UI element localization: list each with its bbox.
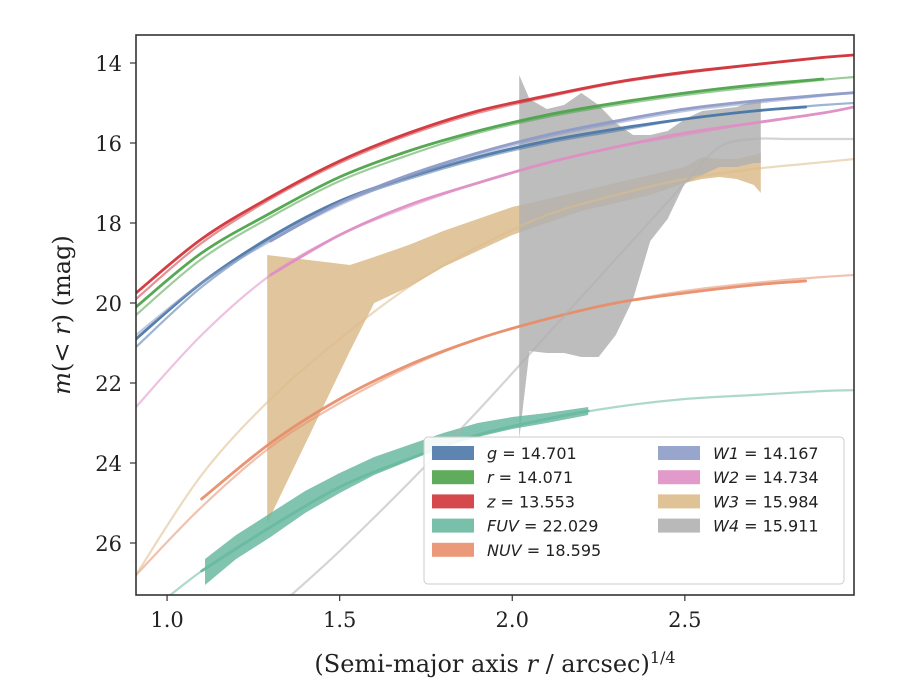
- data-line-fuv: [200, 409, 590, 573]
- y-axis-label: m(< r) (mag): [48, 235, 76, 395]
- legend-item-g: g = 14.701: [432, 444, 577, 463]
- legend-label: r = 14.071: [487, 468, 573, 487]
- model-line-r: [136, 75, 854, 317]
- data-line-w2: [269, 105, 854, 277]
- model-line-w1: [136, 91, 854, 337]
- x-tick-label: 1.0: [150, 608, 183, 632]
- x-tick-label: 2.5: [668, 608, 701, 632]
- legend-item-r: r = 14.071: [432, 468, 573, 487]
- legend-swatch: [432, 446, 474, 460]
- data-line-r: [136, 77, 825, 309]
- legend-label: W3 = 15.984: [713, 492, 819, 511]
- legend-item-fuv: FUV = 22.029: [432, 517, 598, 536]
- legend-swatch: [432, 494, 474, 509]
- y-tick-label: 24: [95, 452, 122, 476]
- legend-swatch: [658, 518, 700, 533]
- legend-item-w3: W3 = 15.984: [658, 492, 819, 511]
- y-tick-label: 14: [95, 52, 122, 76]
- x-tick-label: 2.0: [496, 608, 529, 632]
- legend-swatch: [658, 446, 700, 460]
- x-axis-title: (Semi-major axis r / arcsec)1/4: [314, 648, 675, 679]
- legend-swatch: [432, 542, 474, 557]
- axis-ticks: 1.0 1.5 2.0 2.5 14 16 18 20 22 24 26: [95, 52, 701, 632]
- legend-box: [423, 436, 845, 585]
- y-tick-label: 22: [95, 372, 122, 396]
- legend-label: W1 = 14.167: [713, 444, 819, 463]
- y-axis-title: m(< r) (mag): [48, 235, 76, 395]
- legend-swatch: [658, 470, 700, 485]
- model-line-w3: [136, 157, 854, 577]
- legend-label: FUV = 22.029: [487, 517, 598, 536]
- data-line-z: [136, 53, 854, 295]
- legend-label: g = 14.701: [487, 444, 577, 463]
- y-tick-label: 16: [95, 132, 122, 156]
- legend-item-w1: W1 = 14.167: [658, 444, 819, 463]
- data-line-nuv: [200, 279, 808, 501]
- legend-item-nuv: NUV = 18.595: [432, 541, 601, 560]
- legend-label: NUV = 18.595: [487, 541, 601, 560]
- legend-label: W2 = 14.734: [713, 468, 819, 487]
- model-line-w4: [290, 137, 854, 595]
- band-w3: [267, 153, 761, 523]
- legend-label: z = 13.553: [486, 492, 575, 511]
- legend-item-w2: W2 = 14.734: [658, 468, 819, 487]
- x-tick-label: 1.5: [323, 608, 356, 632]
- legend: g = 14.701 r = 14.071 z = 13.553 FUV = 22.0…: [423, 436, 845, 585]
- profile-lines: [136, 53, 854, 595]
- data-line-g: [136, 105, 808, 341]
- y-tick-label: 18: [95, 212, 122, 236]
- legend-swatch: [432, 470, 474, 485]
- data-line-w1: [269, 91, 854, 243]
- legend-swatch: [432, 518, 474, 533]
- legend-label: W4 = 15.911: [713, 517, 819, 536]
- legend-item-z: z = 13.553: [432, 492, 575, 511]
- plot-frame: [135, 34, 855, 596]
- y-tick-label: 26: [95, 532, 122, 556]
- legend-item-w4: W4 = 15.911: [658, 517, 819, 536]
- legend-swatch: [658, 494, 700, 509]
- y-tick-label: 20: [95, 292, 122, 316]
- x-axis-label: (Semi-major axis r / arcsec)1/4: [314, 648, 675, 679]
